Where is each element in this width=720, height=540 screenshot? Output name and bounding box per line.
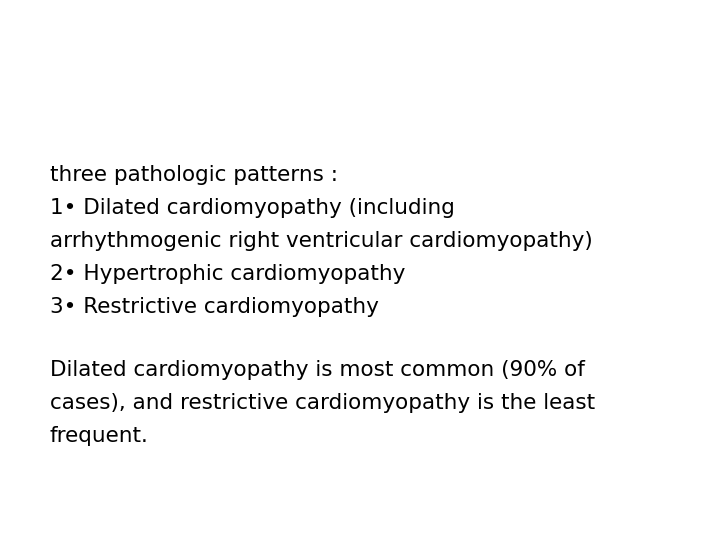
Text: 2• Hypertrophic cardiomyopathy: 2• Hypertrophic cardiomyopathy: [50, 264, 405, 284]
Text: cases), and restrictive cardiomyopathy is the least: cases), and restrictive cardiomyopathy i…: [50, 393, 595, 413]
Text: Dilated cardiomyopathy is most common (90% of: Dilated cardiomyopathy is most common (9…: [50, 360, 585, 380]
Text: 3• Restrictive cardiomyopathy: 3• Restrictive cardiomyopathy: [50, 297, 379, 317]
Text: arrhythmogenic right ventricular cardiomyopathy): arrhythmogenic right ventricular cardiom…: [50, 231, 593, 251]
Text: frequent.: frequent.: [50, 426, 149, 446]
Text: 1• Dilated cardiomyopathy (including: 1• Dilated cardiomyopathy (including: [50, 198, 455, 218]
Text: three pathologic patterns :: three pathologic patterns :: [50, 165, 338, 185]
